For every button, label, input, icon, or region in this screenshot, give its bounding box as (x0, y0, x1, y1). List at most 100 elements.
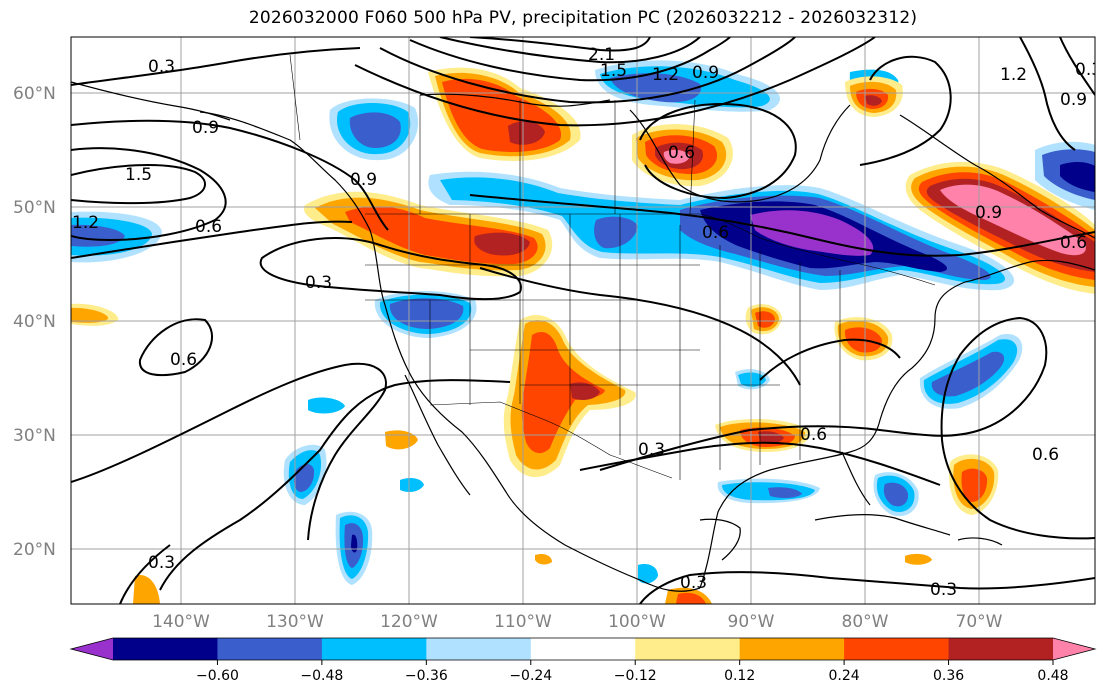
graticule (71, 37, 1095, 604)
border-alaska-yukon (289, 54, 301, 141)
contour-label: 0.9 (192, 118, 219, 138)
colorbar-tick-label: −0.12 (614, 668, 657, 684)
borders (289, 54, 936, 480)
contour-label: 0.6 (702, 223, 729, 243)
coastline-hudson (629, 104, 851, 203)
coastline-alaska (71, 81, 231, 121)
coastline-florida (841, 451, 871, 506)
contour-03-north (71, 47, 361, 86)
lon-label: 110°W (494, 612, 552, 632)
colorbar-tick-label: −0.36 (405, 668, 448, 684)
contour-03-southern (639, 571, 1095, 604)
contour-06-greatlakes (469, 194, 1095, 257)
contour-labels: 0.3 0.9 1.5 1.2 0.6 0.9 0.3 0.6 0.3 2.1 … (72, 45, 1102, 600)
coastline-hispaniola (957, 537, 1003, 546)
contour-label: 0.6 (1060, 233, 1087, 253)
contour-label: 1.5 (125, 165, 152, 185)
contour-03-south (119, 544, 171, 604)
contour-label: 1.2 (1000, 65, 1027, 85)
contour-09-trough-a (71, 362, 387, 541)
contour-label: 0.6 (1032, 445, 1059, 465)
lon-label: 140°W (152, 612, 210, 632)
colorbar: −0.60 −0.48 −0.36 −0.24 −0.12 0.12 0.24 0.36 0.4… (69, 637, 1097, 684)
contour-label: 0.6 (800, 425, 827, 445)
lat-label: 50°N (13, 198, 56, 218)
contour-label: 0.3 (1075, 60, 1102, 80)
colorbar-segment (844, 638, 950, 660)
contour-label: 1.2 (652, 65, 679, 85)
colorbar-tick-label: 0.36 (933, 668, 964, 684)
contour-label: 0.3 (680, 573, 707, 593)
contour-03-loop (259, 237, 522, 301)
border-us-mexico (429, 401, 673, 479)
colorbar-segment (321, 638, 427, 660)
lon-label: 90°W (728, 612, 775, 632)
coastline-west (199, 111, 701, 592)
contour-label: 0.3 (930, 580, 957, 600)
colorbar-outline (69, 637, 1097, 661)
contour-label: 0.6 (668, 143, 695, 163)
contour-12-ridge (71, 147, 227, 242)
contour-15-north (409, 37, 731, 82)
lat-label: 30°N (13, 426, 56, 446)
map-frame (70, 36, 1096, 605)
colorbar-tick-label: 0.24 (829, 668, 860, 684)
contour-label: 0.3 (305, 273, 332, 293)
colorbar-tick-label: 0.48 (1037, 668, 1068, 684)
colorbar-segment (426, 638, 532, 660)
contour-21 (469, 37, 651, 52)
colorbar-segment (530, 638, 636, 660)
contour-label: 0.9 (1060, 90, 1087, 110)
contour-09-north (354, 37, 876, 127)
latitude-labels: 60°N 50°N 40°N 30°N 20°N (13, 84, 56, 560)
contour-09-central (479, 267, 801, 386)
longitude-labels: 140°W 130°W 120°W 110°W 100°W 90°W 80°W … (152, 612, 1003, 632)
colorbar-tick-label: 0.12 (724, 668, 755, 684)
colorbar-extend-high (1053, 638, 1095, 660)
contour-06-large (71, 220, 353, 259)
contour-15-ridge (71, 163, 206, 205)
contour-18 (439, 37, 701, 64)
lat-label: 40°N (13, 312, 56, 332)
contour-06-south-east (599, 316, 1095, 540)
state-borders (365, 214, 841, 480)
contour-label: 0.6 (170, 350, 197, 370)
pv-contours (71, 37, 1095, 604)
contour-12-north (379, 37, 796, 104)
contour-06-low (138, 318, 214, 377)
coastline-cuba (814, 514, 951, 536)
lat-label: 60°N (13, 84, 56, 104)
lon-label: 80°W (842, 612, 889, 632)
contour-12-east (1019, 37, 1076, 151)
contour-06-carolinas (759, 338, 901, 381)
colorbar-segment (948, 638, 1054, 660)
contour-09-ridge (71, 119, 389, 231)
lat-label: 20°N (13, 540, 56, 560)
lon-label: 100°W (608, 612, 666, 632)
contour-label: 2.1 (588, 45, 615, 65)
contour-label: 0.3 (638, 440, 665, 460)
contour-06-mid (159, 379, 511, 591)
border-canada-provinces (419, 95, 696, 215)
map-content: 0.3 0.9 1.5 1.2 0.6 0.9 0.3 0.6 0.3 2.1 … (71, 37, 1102, 604)
lon-label: 70°W (956, 612, 1003, 632)
colorbar-extend-low (71, 638, 113, 660)
lon-label: 130°W (266, 612, 324, 632)
contour-label: 1.5 (600, 61, 627, 81)
colorbar-tick-label: −0.24 (509, 668, 552, 684)
coastline-labrador (899, 114, 1095, 239)
colorbar-segment (217, 638, 323, 660)
colorbar-segment (113, 638, 218, 660)
contour-09-east (859, 55, 952, 166)
colorbar-tick-label: −0.48 (300, 668, 343, 684)
contour-09-east-far (1059, 37, 1095, 96)
contour-label: 0.9 (692, 63, 719, 83)
coastline-maritimes (964, 259, 1095, 283)
contour-06-canada (639, 103, 797, 200)
contour-03-gulf (579, 441, 941, 486)
map-title: 2026032000 F060 500 hPa PV, precipitatio… (248, 8, 918, 28)
contour-label: 0.3 (148, 553, 175, 573)
colorbar-tick-label: −0.60 (196, 668, 239, 684)
coastline-baja (404, 374, 471, 496)
